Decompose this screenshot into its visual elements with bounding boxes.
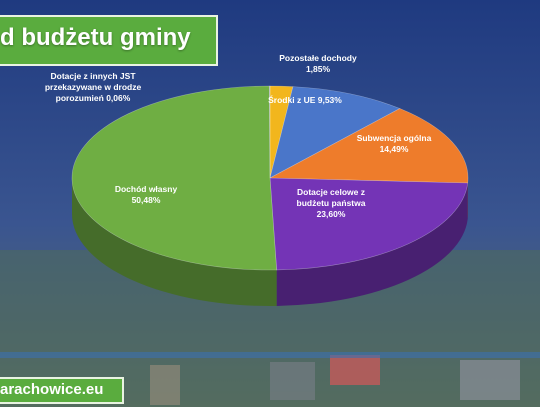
pie-slice-5 <box>268 85 271 179</box>
slice-label-5: Dotacje z innych JST przekazywane w drodz… <box>44 71 142 103</box>
pie-slice-0 <box>269 85 294 179</box>
slice-label-3: Dotacje celowe z budżetu państwa 23,60% <box>296 187 366 219</box>
pie-slice-3 <box>269 177 469 271</box>
pie-slice-side-3 <box>276 183 468 306</box>
pie-slice-4 <box>71 85 277 271</box>
title-banner <box>0 15 218 66</box>
pie-slice-2 <box>268 108 469 184</box>
slice-label-0: Pozostałe dochody 1,85% <box>279 53 357 74</box>
footer-site: arachowice.eu <box>0 381 104 398</box>
pie-slice-side-4 <box>72 178 277 306</box>
slice-label-4: Dochód własny 50,48% <box>114 184 178 205</box>
pie-slice-1 <box>269 86 401 179</box>
slice-label-1: Środki z UE 9,53% <box>268 95 342 105</box>
footer-banner <box>0 377 124 404</box>
slice-label-2: Subwencja ogólna 14,49% <box>356 133 432 154</box>
page-title: d budżetu gminy <box>0 24 191 51</box>
